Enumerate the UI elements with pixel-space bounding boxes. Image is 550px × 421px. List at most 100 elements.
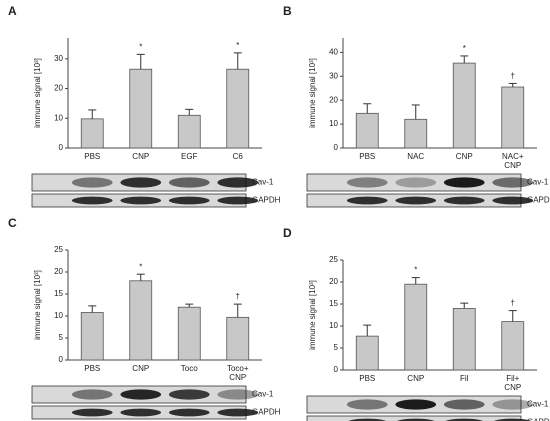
- blot-band: [395, 196, 437, 205]
- y-axis-label: immune signal [10³]: [308, 280, 317, 350]
- significance-mark: †: [511, 299, 515, 308]
- blot-band: [346, 177, 388, 188]
- error-bar: [233, 52, 242, 70]
- y-tick-label: 5: [59, 333, 64, 342]
- blot-band: [71, 177, 113, 188]
- error-bar: [233, 303, 242, 318]
- blot-label: Cav-1: [252, 178, 274, 187]
- bar: [80, 312, 104, 361]
- blot-band: [120, 196, 162, 205]
- blot-band: [346, 399, 388, 410]
- blot-band: [168, 408, 210, 417]
- y-tick-label: 15: [54, 289, 63, 298]
- error-bar: [363, 324, 372, 337]
- y-tick-label: 30: [329, 71, 338, 80]
- blot-label: Cav-1: [527, 178, 549, 187]
- blot-band: [492, 196, 534, 205]
- x-tick-label: Fil: [460, 374, 469, 383]
- significance-mark: *: [236, 41, 239, 50]
- blot-label: GAPDH: [527, 418, 550, 421]
- x-tick-label: NAC: [407, 152, 424, 161]
- blot-band: [492, 177, 534, 188]
- x-tick-label: Toco: [181, 364, 198, 373]
- blot-label: GAPDH: [252, 408, 281, 417]
- x-tick-label: Fil+: [506, 374, 519, 383]
- y-tick-label: 10: [54, 113, 63, 122]
- y-tick-label: 20: [54, 84, 63, 93]
- significance-mark: †: [236, 292, 240, 301]
- x-tick-label: CNP: [132, 152, 149, 161]
- x-tick-label: CNP: [456, 152, 473, 161]
- error-bar: [508, 310, 517, 322]
- panel-letter: A: [8, 4, 17, 18]
- significance-mark: *: [414, 266, 417, 275]
- error-bar: [411, 104, 420, 120]
- y-tick-label: 0: [334, 365, 339, 374]
- y-axis-label: immune signal [10³]: [308, 58, 317, 128]
- panel-letter: C: [8, 216, 17, 230]
- blot-band: [348, 418, 387, 421]
- bar: [404, 118, 428, 149]
- y-tick-label: 10: [54, 311, 63, 320]
- significance-mark: *: [463, 44, 466, 53]
- bar: [501, 86, 525, 149]
- bar: [355, 335, 379, 371]
- blot-band: [217, 177, 259, 188]
- bar: [226, 316, 250, 361]
- error-bar: [460, 302, 469, 309]
- x-tick-label: PBS: [359, 152, 375, 161]
- bar: [452, 307, 476, 371]
- blot-band: [395, 177, 437, 188]
- blot-band: [493, 418, 532, 421]
- panel-letter: D: [283, 226, 292, 240]
- blot-band: [168, 196, 210, 205]
- blot-band: [71, 408, 113, 417]
- error-bar: [88, 109, 97, 119]
- blot-band: [445, 418, 484, 421]
- x-tick-label: PBS: [359, 374, 375, 383]
- blot-band: [120, 389, 162, 400]
- bar: [129, 280, 153, 361]
- blot-band: [443, 196, 485, 205]
- x-tick-label: NAC+: [502, 152, 524, 161]
- blot-label: GAPDH: [252, 196, 281, 205]
- y-tick-label: 30: [54, 54, 63, 63]
- x-tick-label: CNP: [229, 373, 246, 382]
- blot-band: [168, 177, 210, 188]
- error-bar: [363, 103, 372, 114]
- error-bar: [411, 277, 420, 285]
- bar: [501, 321, 525, 371]
- x-tick-label: PBS: [84, 152, 100, 161]
- bar: [404, 283, 428, 371]
- blot-band: [120, 177, 162, 188]
- x-tick-label: C6: [233, 152, 244, 161]
- x-tick-label: CNP: [132, 364, 149, 373]
- error-bar: [136, 273, 145, 281]
- blot-label: Cav-1: [527, 400, 549, 409]
- y-tick-label: 20: [54, 267, 63, 276]
- error-bar: [185, 303, 194, 308]
- bar: [177, 306, 201, 361]
- x-tick-label: CNP: [504, 383, 521, 392]
- blot-band: [443, 399, 485, 410]
- blot-band: [492, 399, 534, 410]
- y-tick-label: 25: [54, 245, 63, 254]
- bar: [355, 112, 379, 149]
- blot-band: [71, 196, 113, 205]
- y-tick-label: 10: [329, 119, 338, 128]
- y-tick-label: 0: [59, 355, 64, 364]
- blot-band: [217, 196, 259, 205]
- y-axis-label: immune signal [10³]: [33, 58, 42, 128]
- error-bar: [508, 82, 517, 88]
- blot-band: [395, 399, 437, 410]
- blot-label: GAPDH: [527, 196, 550, 205]
- significance-mark: *: [139, 42, 142, 51]
- y-tick-label: 5: [334, 343, 339, 352]
- error-bar: [460, 55, 469, 64]
- blot-band: [71, 389, 113, 400]
- x-tick-label: PBS: [84, 364, 100, 373]
- blot-band: [120, 408, 162, 417]
- blot-strip: [306, 415, 522, 421]
- y-tick-label: 15: [329, 299, 338, 308]
